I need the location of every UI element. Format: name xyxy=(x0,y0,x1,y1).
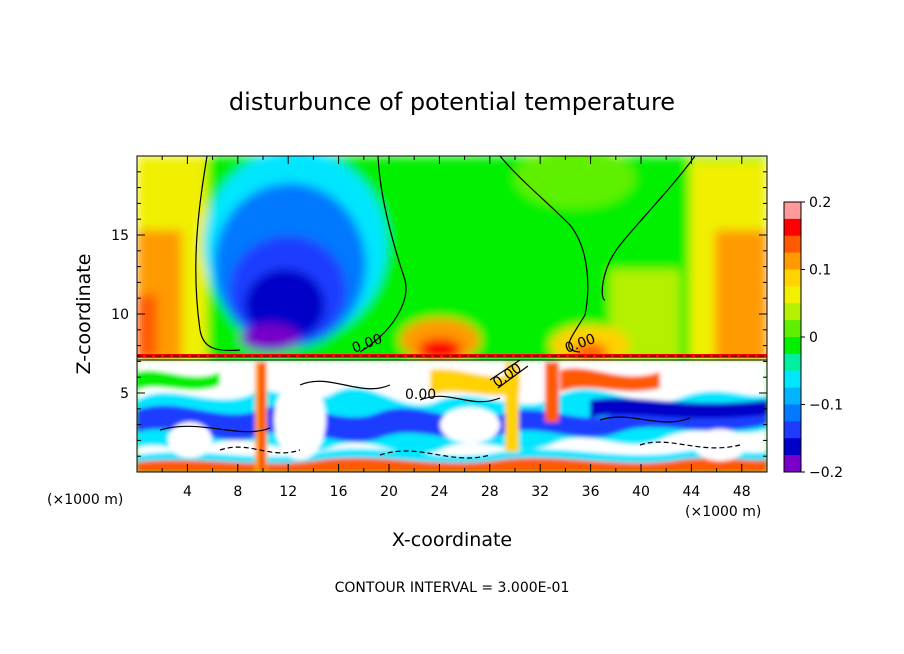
x-tick-label: 48 xyxy=(733,484,751,500)
x-unit-right: (×1000 m) xyxy=(685,504,761,520)
colorbar-swatch xyxy=(784,438,801,456)
contour-label: 0.00 xyxy=(405,387,436,403)
contour-interval-note: CONTOUR INTERVAL = 3.000E-01 xyxy=(335,580,570,596)
chart-title: disturbunce of potential temperature xyxy=(229,88,675,116)
colorbar-swatch xyxy=(784,387,801,405)
colorbar-tick-label: −0.1 xyxy=(809,398,843,414)
plot-field xyxy=(137,156,767,472)
colorbar-swatch xyxy=(784,303,801,321)
colorbar-tick-label: 0 xyxy=(809,330,818,346)
x-tick-label: 20 xyxy=(380,484,398,500)
y-tick-label: 5 xyxy=(120,386,129,402)
colorbar-swatch xyxy=(784,353,801,372)
x-axis-label: X-coordinate xyxy=(392,529,512,551)
x-tick-label: 36 xyxy=(582,484,600,500)
colorbar-swatch xyxy=(784,455,801,473)
x-tick-label: 24 xyxy=(430,484,448,500)
colorbar-swatch xyxy=(784,370,801,389)
x-unit-left: (×1000 m) xyxy=(47,492,123,508)
x-tick-label: 44 xyxy=(682,484,700,500)
colorbar-swatch xyxy=(784,252,801,270)
colorbar-swatch xyxy=(784,202,801,220)
x-tick-label: 12 xyxy=(279,484,297,500)
colorbar: 0.2 0.1 0 −0.1 −0.2 xyxy=(783,195,843,481)
colorbar-swatch xyxy=(784,404,801,422)
colorbar-tick-label: 0.1 xyxy=(809,263,831,279)
colorbar-swatch xyxy=(784,421,801,439)
y-axis: 5 10 15 xyxy=(111,155,767,473)
y-tick-label: 15 xyxy=(111,228,129,244)
y-axis-label: Z-coordinate xyxy=(73,254,95,375)
x-tick-label: 4 xyxy=(183,484,192,500)
colorbar-swatch xyxy=(784,320,801,338)
colorbar-swatch xyxy=(784,218,801,237)
y-tick-label: 10 xyxy=(111,307,129,323)
colorbar-swatch xyxy=(784,269,801,287)
x-tick-label: 16 xyxy=(330,484,348,500)
colorbar-swatch xyxy=(784,286,801,304)
colorbar-tick-label: 0.2 xyxy=(809,195,831,211)
colorbar-swatch xyxy=(784,337,801,355)
x-tick-label: 40 xyxy=(632,484,650,500)
colorbar-tick-label: −0.2 xyxy=(809,465,843,481)
x-axis: 4 8 12 16 20 24 28 32 36 40 44 48 xyxy=(161,156,751,500)
colorbar-swatch xyxy=(784,235,801,254)
x-tick-label: 28 xyxy=(481,484,499,500)
x-tick-label: 8 xyxy=(233,484,242,500)
x-tick-label: 32 xyxy=(531,484,549,500)
